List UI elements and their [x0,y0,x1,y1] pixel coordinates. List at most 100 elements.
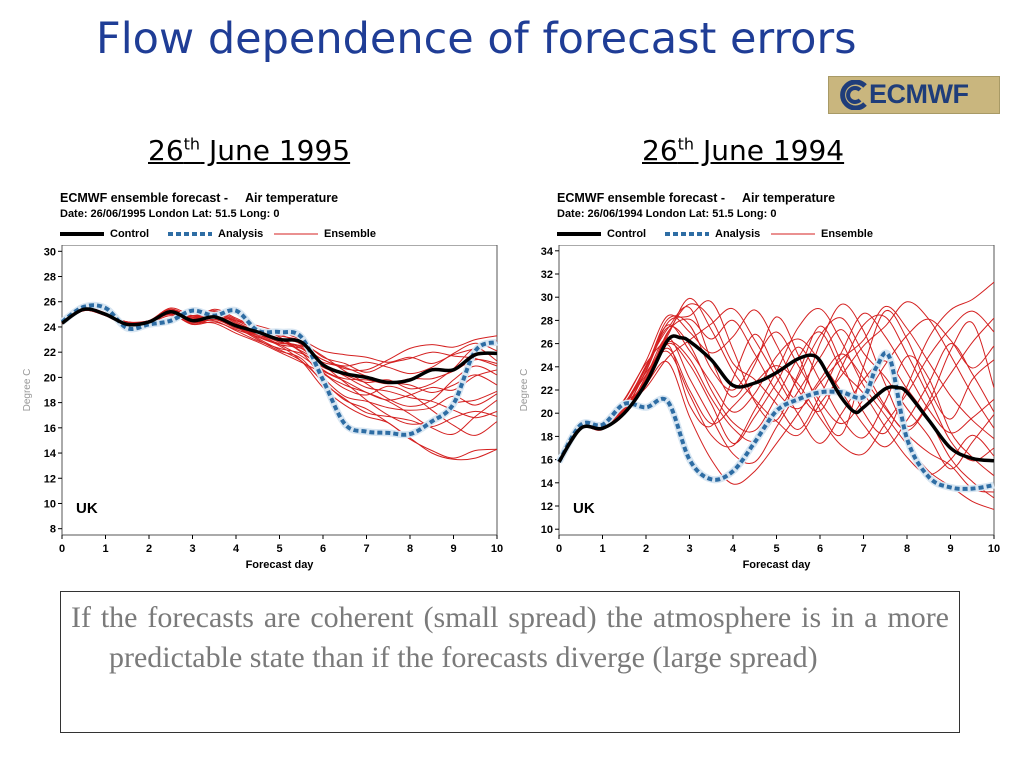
y-tick-label: 32 [541,269,553,281]
y-tick-label: 30 [541,292,553,304]
y-axis-label: Degree C [22,369,33,412]
y-tick-label: 14 [541,478,554,490]
heading-day: 26 [642,134,678,167]
legend-ensemble-swatch [274,233,318,235]
chart-1994: ECMWF ensemble forecast - Air temperatur… [515,185,1005,585]
control-line [557,334,995,463]
y-tick-label: 26 [44,297,56,309]
y-tick-label: 26 [541,339,553,351]
x-tick-label: 3 [686,543,692,555]
date-heading-1995: 26th June 1995 [148,134,350,167]
y-axis-label: Degree C [519,369,530,412]
y-tick-label: 10 [541,524,553,536]
region-label: UK [573,500,595,517]
legend-label: Analysis [218,228,264,240]
y-tick-label: 12 [44,473,56,485]
legend-label: Control [110,228,150,240]
x-tick-label: 10 [988,543,1000,555]
legend-ensemble: Ensemble [274,228,376,240]
y-tick-label: 20 [44,372,56,384]
y-tick-label: 22 [541,385,553,397]
x-tick-label: 9 [450,543,456,555]
y-tick-label: 16 [541,455,553,467]
legend-ensemble-swatch [771,233,815,235]
explanation-text-content: If the forecasts are coherent (small spr… [71,601,949,674]
heading-rest: June 1994 [694,134,845,167]
chart-subtitle: Date: 26/06/1994 London Lat: 51.5 Long: … [557,208,777,220]
legend-ensemble: Ensemble [771,228,873,240]
legend-label: Analysis [715,228,761,240]
ensemble-line [558,309,995,463]
ecmwf-logo: ECMWF [828,76,1000,114]
x-tick-label: 4 [233,543,240,555]
slide-title: Flow dependence of forecast errors [96,14,857,64]
date-heading-1994: 26th June 1994 [642,134,844,167]
y-tick-label: 28 [541,315,553,327]
x-tick-label: 8 [407,543,413,555]
x-tick-label: 8 [904,543,910,555]
chart-subtitle: Date: 26/06/1995 London Lat: 51.5 Long: … [60,208,280,220]
heading-suffix: th [183,134,201,154]
x-tick-label: 2 [146,543,152,555]
legend-label: Control [607,228,647,240]
y-tick-label: 18 [541,431,553,443]
y-tick-label: 12 [541,501,553,513]
x-tick-label: 5 [276,543,282,555]
legend-analysis: Analysis [665,228,760,240]
region-label: UK [76,500,98,517]
legend-analysis-swatch [665,232,709,237]
x-axis-label: Forecast day [246,559,315,571]
legend-control: Control [557,228,646,240]
y-tick-label: 14 [44,448,57,460]
y-tick-label: 34 [541,246,554,258]
x-tick-label: 7 [860,543,866,555]
analysis-line [60,303,498,437]
legend-analysis: Analysis [168,228,263,240]
x-tick-label: 10 [491,543,503,555]
y-tick-label: 16 [44,423,56,435]
legend-analysis-swatch [168,232,212,237]
legend-control: Control [60,228,149,240]
legend-control-swatch [60,232,104,237]
ensemble-line [558,303,995,463]
heading-suffix: th [677,134,695,154]
legend-label: Ensemble [324,228,376,240]
heading-rest: June 1995 [200,134,351,167]
chart-legend: Control Analysis Ensemble [60,228,460,242]
ensemble-line [558,297,995,463]
explanation-box: If the forecasts are coherent (small spr… [60,591,960,733]
chart-1995: ECMWF ensemble forecast - Air temperatur… [18,185,508,585]
x-tick-label: 0 [59,543,65,555]
analysis-line [557,350,995,491]
chart-title: ECMWF ensemble forecast - Air temperatur… [557,191,836,205]
y-tick-label: 18 [44,398,56,410]
heading-day: 26 [148,134,184,167]
x-axis-label: Forecast day [743,559,812,571]
y-tick-label: 22 [44,347,56,359]
plot-frame [61,245,498,536]
x-tick-label: 0 [556,543,562,555]
y-tick-label: 8 [50,524,56,536]
x-tick-label: 1 [102,543,108,555]
y-tick-label: 24 [541,362,554,374]
y-tick-label: 24 [44,322,57,334]
y-tick-label: 20 [541,408,553,420]
y-tick-label: 28 [44,272,56,284]
explanation-text: If the forecasts are coherent (small spr… [71,598,949,678]
y-tick-label: 10 [44,498,56,510]
x-tick-label: 9 [947,543,953,555]
y-tick-label: 30 [44,246,56,258]
x-tick-label: 3 [189,543,195,555]
chart-title: ECMWF ensemble forecast - Air temperatur… [60,191,339,205]
x-tick-label: 7 [363,543,369,555]
chart-legend: Control Analysis Ensemble [557,228,957,242]
ensemble-line [558,324,995,463]
legend-label: Ensemble [821,228,873,240]
logo-text: ECMWF [869,79,969,109]
legend-control-swatch [557,232,601,237]
x-tick-label: 1 [599,543,605,555]
plot-frame [558,245,995,536]
x-tick-label: 6 [817,543,823,555]
